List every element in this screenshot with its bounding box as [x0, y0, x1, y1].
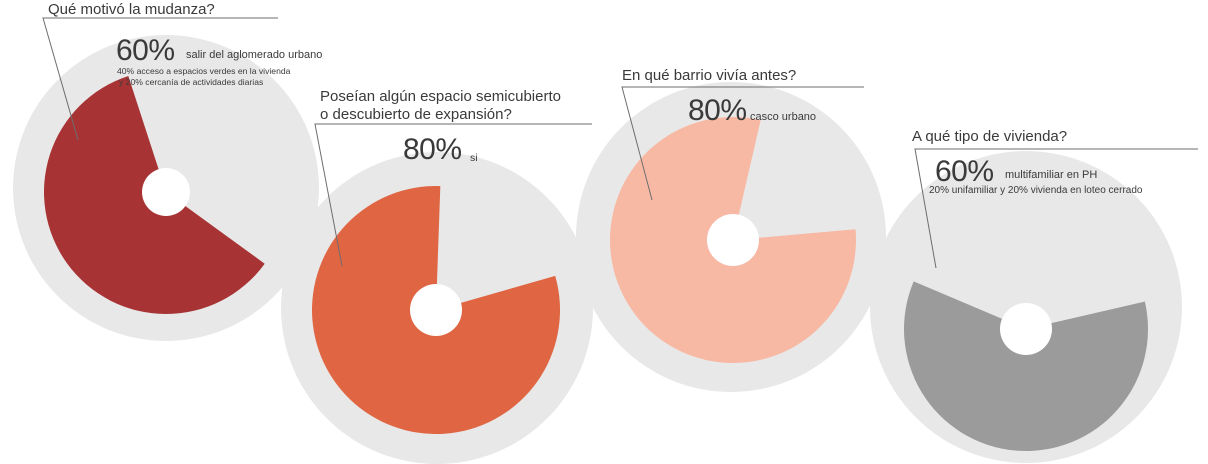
percent-4: 60% — [935, 155, 994, 188]
detail-4: 20% unifamiliar y 20% vivienda en loteo … — [929, 185, 1143, 196]
question-3: En qué barrio vivía antes? — [622, 67, 796, 84]
percent-2: 80% — [403, 133, 462, 166]
main-label-4: multifamiliar en PH — [1005, 169, 1097, 181]
question-2a: Poseían algún espacio semicubierto — [320, 88, 561, 105]
percent-1: 60% — [116, 34, 175, 67]
question-1: Qué motivó la mudanza? — [48, 1, 215, 18]
hole-1 — [142, 168, 190, 216]
question-4: A qué tipo de vivienda? — [912, 128, 1067, 145]
leader-line-3 — [621, 86, 864, 201]
percent-3: 80% — [688, 94, 747, 127]
leader-line-1 — [42, 17, 278, 141]
detail-1a: 40% acceso a espacios verdes en la vivie… — [117, 66, 291, 76]
main-label-3: casco urbano — [750, 111, 816, 123]
main-label-1: salir del aglomerado urbano — [186, 49, 322, 61]
hole-3 — [707, 214, 759, 266]
question-2b: o descubierto de expansión? — [320, 106, 512, 123]
leader-line-2 — [314, 123, 592, 267]
hole-2 — [410, 284, 462, 336]
pie-slice-4 — [903, 281, 1148, 452]
detail-1b: y 20% cercanía de actividades diarias — [119, 77, 263, 87]
hole-4 — [1000, 303, 1052, 355]
main-label-2: si — [470, 152, 478, 164]
leader-line-4 — [914, 148, 1198, 269]
